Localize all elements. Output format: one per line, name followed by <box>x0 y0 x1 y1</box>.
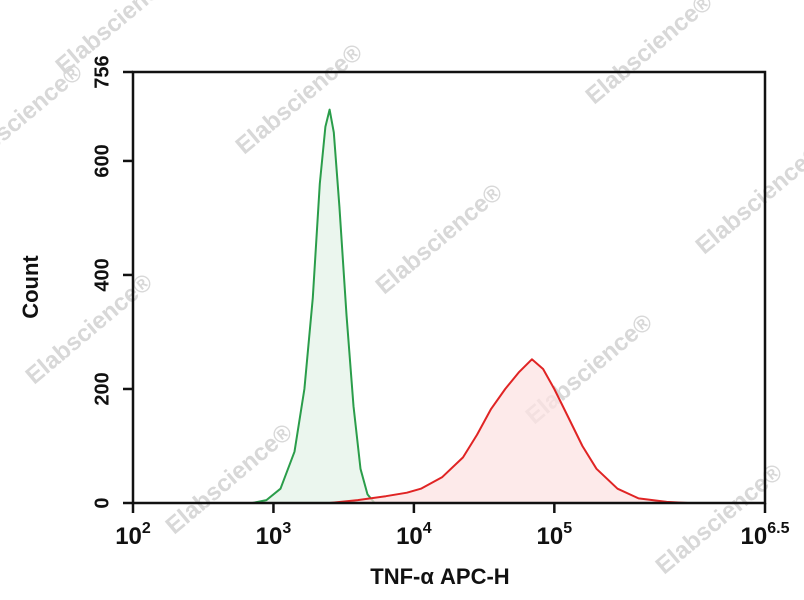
y-tick-label: 0 <box>91 497 113 508</box>
x-tick-label: 103 <box>256 520 292 550</box>
x-tick-label: 106.5 <box>741 520 790 550</box>
x-tick-exponent: 4 <box>423 520 432 537</box>
y-tick-label: 400 <box>91 258 113 291</box>
x-tick-label: 104 <box>396 520 432 550</box>
y-tick-label: 756 <box>91 55 113 88</box>
x-tick-base: 10 <box>396 523 423 550</box>
x-tick-exponent: 2 <box>142 520 151 537</box>
x-tick-exponent: 5 <box>563 520 572 537</box>
y-axis-label: Count <box>18 255 43 319</box>
x-tick-base: 10 <box>256 523 283 550</box>
histogram-line <box>329 358 688 504</box>
histogram-area <box>252 109 375 503</box>
histogram-line <box>252 108 376 504</box>
x-tick-label: 102 <box>115 520 151 550</box>
x-tick-base: 10 <box>115 523 142 550</box>
x-axis-label: TNF-α APC-H <box>370 564 509 589</box>
y-tick-label: 200 <box>91 372 113 405</box>
histogram-area <box>329 359 688 503</box>
x-tick-exponent: 3 <box>282 520 291 537</box>
x-tick-base: 10 <box>741 523 768 550</box>
x-tick-exponent: 6.5 <box>767 520 789 537</box>
x-tick-base: 10 <box>537 523 564 550</box>
plot <box>252 108 688 504</box>
x-tick-label: 105 <box>537 520 573 550</box>
y-tick-label: 600 <box>91 144 113 177</box>
plot-frame <box>131 70 767 505</box>
